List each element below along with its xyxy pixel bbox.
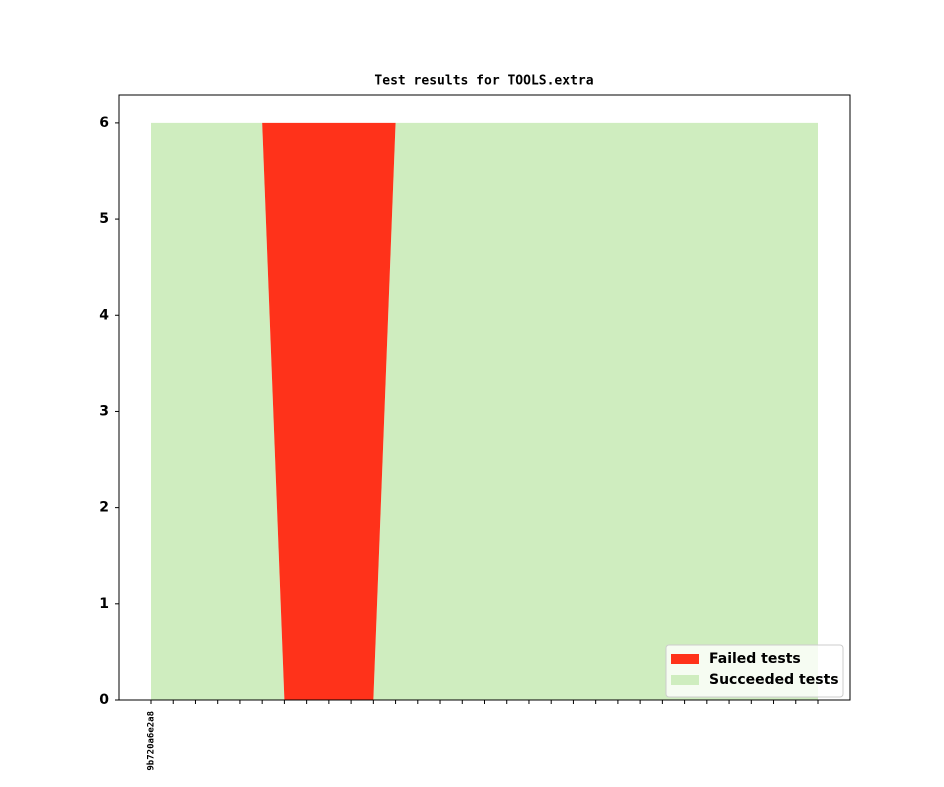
y-tick-label: 6 [99, 115, 109, 131]
y-tick-label: 4 [99, 307, 109, 323]
legend-swatch [671, 654, 699, 664]
y-tick-label: 1 [99, 596, 109, 612]
y-tick-label: 5 [99, 211, 109, 227]
legend-box [665, 644, 844, 698]
legend-label: Failed tests [709, 651, 801, 667]
legend-label: Succeeded tests [709, 672, 839, 688]
legend: Failed tests Succeeded tests [665, 644, 844, 698]
y-tick-label: 2 [99, 500, 109, 516]
y-tick-label: 3 [99, 403, 109, 419]
chart-title: Test results for TOOLS.extra [374, 74, 593, 89]
area [151, 122, 818, 700]
legend-swatch [671, 675, 699, 685]
x-tick-label: 9b720a6e2a8 [147, 711, 157, 771]
y-tick-label: 0 [99, 692, 109, 708]
area [151, 122, 818, 700]
